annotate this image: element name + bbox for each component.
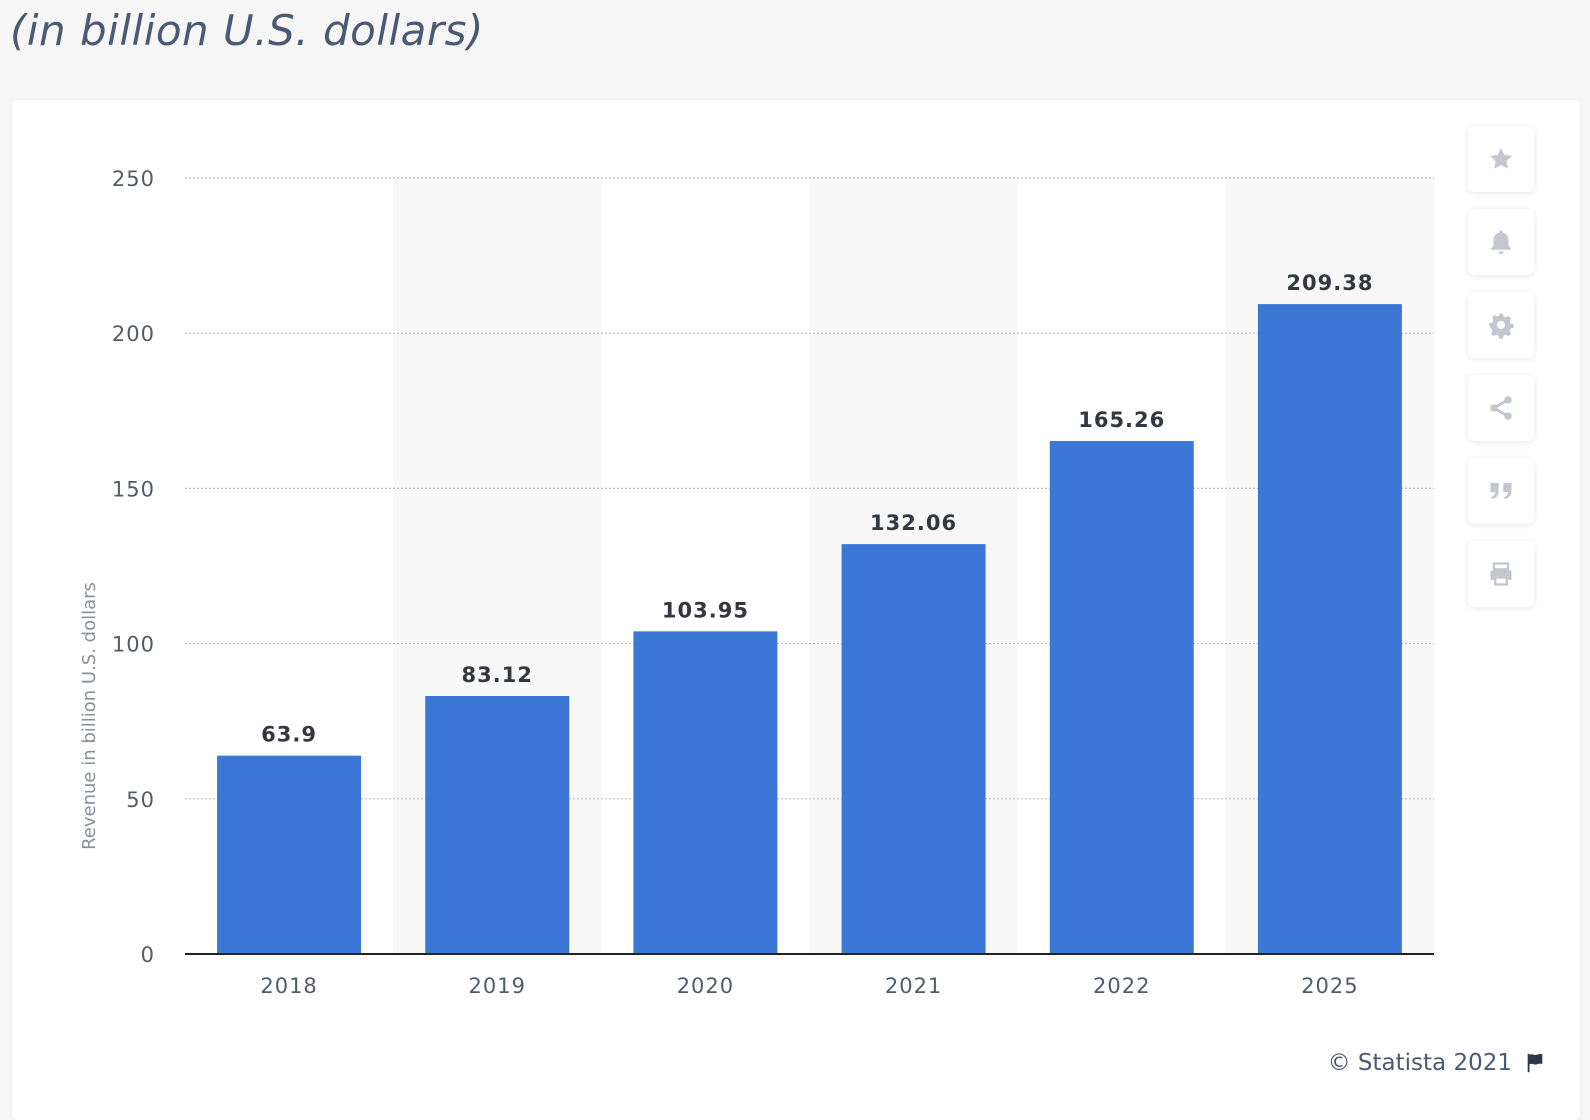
gear-icon xyxy=(1489,313,1514,339)
y-tick-label: 100 xyxy=(112,633,155,657)
y-tick-label: 0 xyxy=(141,943,155,967)
data-label: 209.38 xyxy=(1286,271,1373,295)
chart-toolbar xyxy=(1468,126,1534,624)
bar-2025 xyxy=(1257,304,1402,954)
x-tick-label: 2019 xyxy=(469,974,526,998)
bar-2018 xyxy=(217,755,362,954)
x-tick-label: 2022 xyxy=(1093,974,1150,998)
cite-button[interactable] xyxy=(1468,458,1534,524)
data-label: 63.9 xyxy=(261,723,317,747)
data-label: 103.95 xyxy=(662,598,749,622)
quote-icon xyxy=(1490,482,1512,500)
x-tick-label: 2018 xyxy=(260,974,317,998)
x-tick-label: 2021 xyxy=(885,974,942,998)
data-label: 165.26 xyxy=(1078,408,1165,432)
y-tick-label: 250 xyxy=(112,167,155,191)
copyright-credit[interactable]: © Statista 2021 xyxy=(1327,1050,1512,1076)
notification-button[interactable] xyxy=(1468,209,1534,275)
chart-subtitle: (in billion U.S. dollars) xyxy=(10,6,484,55)
data-label: 83.12 xyxy=(462,663,533,687)
y-tick-label: 50 xyxy=(126,788,155,812)
share-button[interactable] xyxy=(1468,375,1534,441)
y-tick-label: 200 xyxy=(112,322,155,346)
star-icon xyxy=(1489,147,1513,169)
y-tick-label: 150 xyxy=(112,477,155,501)
x-tick-label: 2025 xyxy=(1301,974,1358,998)
bell-icon xyxy=(1491,230,1511,255)
y-axis-title: Revenue in billion U.S. dollars xyxy=(79,582,100,850)
settings-button[interactable] xyxy=(1468,292,1534,358)
bookmark-button[interactable] xyxy=(1468,126,1534,192)
share-icon xyxy=(1490,396,1512,420)
print-button[interactable] xyxy=(1468,541,1534,607)
data-label: 132.06 xyxy=(870,511,957,535)
bar-2021 xyxy=(841,544,986,954)
chart-footer: © Statista 2021 xyxy=(1328,1050,1546,1076)
flag-icon[interactable] xyxy=(1524,1052,1546,1074)
bar-2020 xyxy=(633,631,778,954)
x-tick-label: 2020 xyxy=(677,974,734,998)
print-icon xyxy=(1490,562,1512,586)
bar-2022 xyxy=(1049,441,1194,954)
bar-2019 xyxy=(425,695,570,954)
